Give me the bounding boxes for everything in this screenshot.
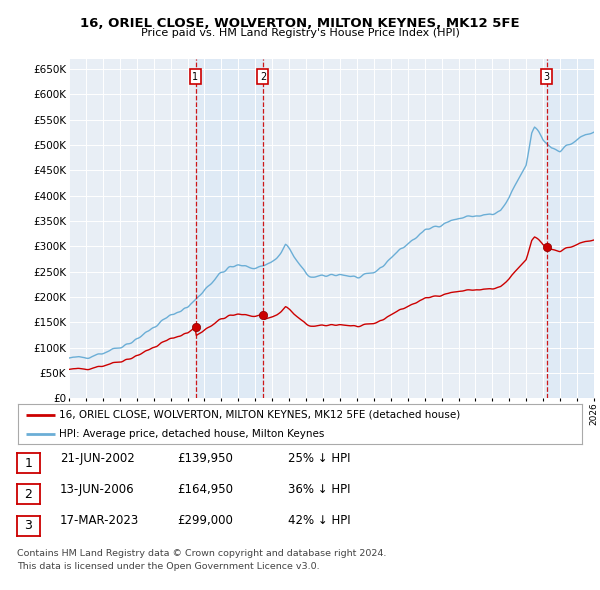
Text: 16, ORIEL CLOSE, WOLVERTON, MILTON KEYNES, MK12 5FE: 16, ORIEL CLOSE, WOLVERTON, MILTON KEYNE… xyxy=(80,17,520,30)
Text: 25% ↓ HPI: 25% ↓ HPI xyxy=(288,452,350,465)
Text: Price paid vs. HM Land Registry's House Price Index (HPI): Price paid vs. HM Land Registry's House … xyxy=(140,28,460,38)
Text: 21-JUN-2002: 21-JUN-2002 xyxy=(60,452,135,465)
Text: Contains HM Land Registry data © Crown copyright and database right 2024.: Contains HM Land Registry data © Crown c… xyxy=(17,549,386,558)
Text: 2: 2 xyxy=(24,488,32,501)
Text: 42% ↓ HPI: 42% ↓ HPI xyxy=(288,514,350,527)
Text: HPI: Average price, detached house, Milton Keynes: HPI: Average price, detached house, Milt… xyxy=(59,429,324,438)
Text: 1: 1 xyxy=(193,72,199,82)
Text: 16, ORIEL CLOSE, WOLVERTON, MILTON KEYNES, MK12 5FE (detached house): 16, ORIEL CLOSE, WOLVERTON, MILTON KEYNE… xyxy=(59,410,460,420)
Text: £164,950: £164,950 xyxy=(177,483,233,496)
Text: 1: 1 xyxy=(24,457,32,470)
Text: 2: 2 xyxy=(260,72,266,82)
Text: 3: 3 xyxy=(544,72,550,82)
Text: 17-MAR-2023: 17-MAR-2023 xyxy=(60,514,139,527)
Text: 36% ↓ HPI: 36% ↓ HPI xyxy=(288,483,350,496)
Text: £139,950: £139,950 xyxy=(177,452,233,465)
Text: This data is licensed under the Open Government Licence v3.0.: This data is licensed under the Open Gov… xyxy=(17,562,319,571)
Text: 13-JUN-2006: 13-JUN-2006 xyxy=(60,483,134,496)
Bar xyxy=(547,59,594,398)
Bar xyxy=(196,59,263,398)
Text: 3: 3 xyxy=(24,519,32,532)
Text: £299,000: £299,000 xyxy=(177,514,233,527)
